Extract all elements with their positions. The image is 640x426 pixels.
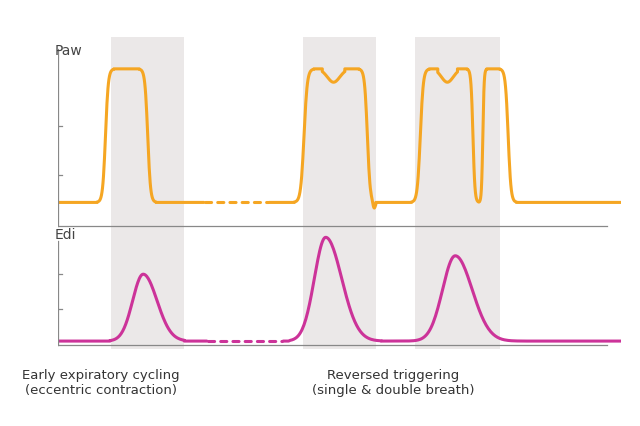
Text: Early expiratory cycling
(eccentric contraction): Early expiratory cycling (eccentric cont… xyxy=(22,368,180,397)
Bar xyxy=(111,38,184,234)
Bar xyxy=(303,38,376,234)
Text: Paw: Paw xyxy=(55,44,83,58)
Bar xyxy=(415,38,500,234)
Bar xyxy=(415,234,500,349)
Text: Reversed triggering
(single & double breath): Reversed triggering (single & double bre… xyxy=(312,368,475,397)
Bar xyxy=(303,234,376,349)
Bar xyxy=(111,234,184,349)
Text: Edi: Edi xyxy=(55,227,76,242)
